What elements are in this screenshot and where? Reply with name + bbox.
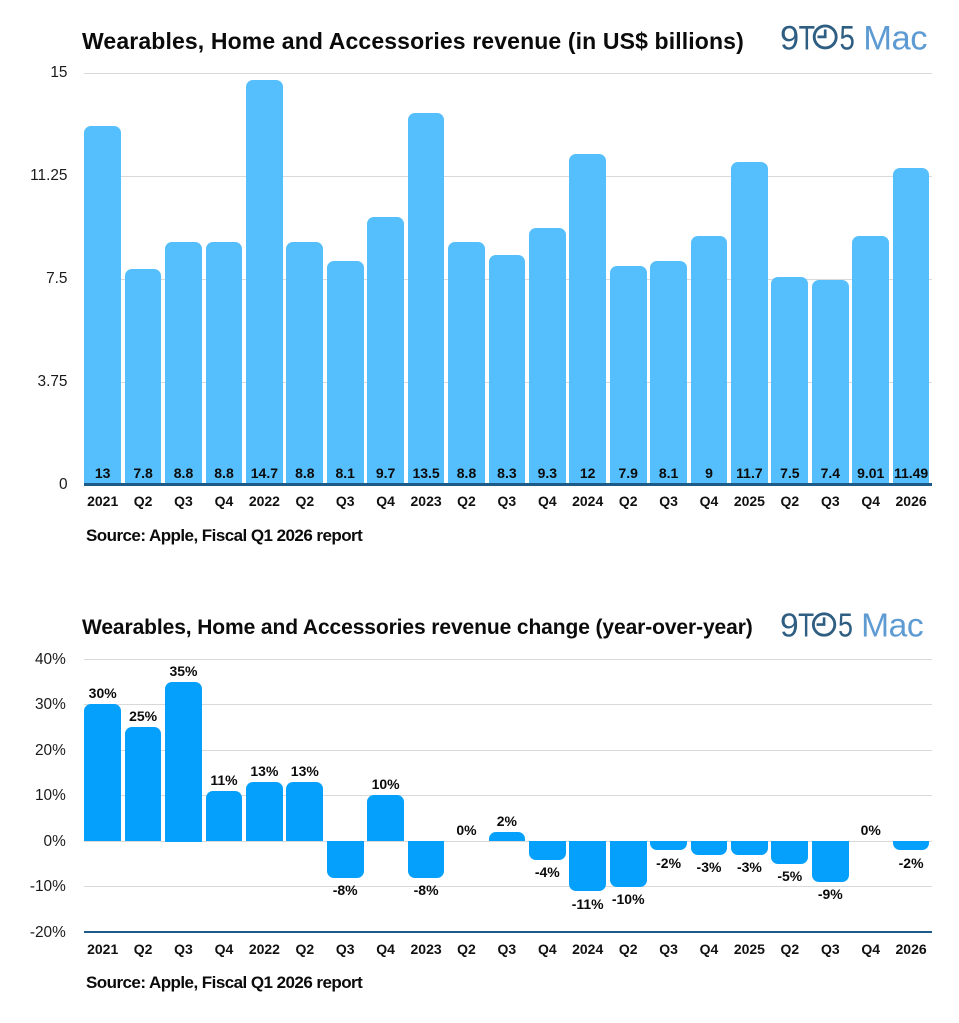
svg-text:5: 5 xyxy=(840,23,855,50)
svg-text:T: T xyxy=(799,23,816,50)
svg-text:9: 9 xyxy=(780,611,799,637)
svg-text:5: 5 xyxy=(838,611,853,637)
svg-text:9: 9 xyxy=(780,23,799,50)
svg-text:Mac: Mac xyxy=(861,611,923,637)
svg-text:Mac: Mac xyxy=(863,23,927,50)
svg-text:T: T xyxy=(798,611,814,637)
